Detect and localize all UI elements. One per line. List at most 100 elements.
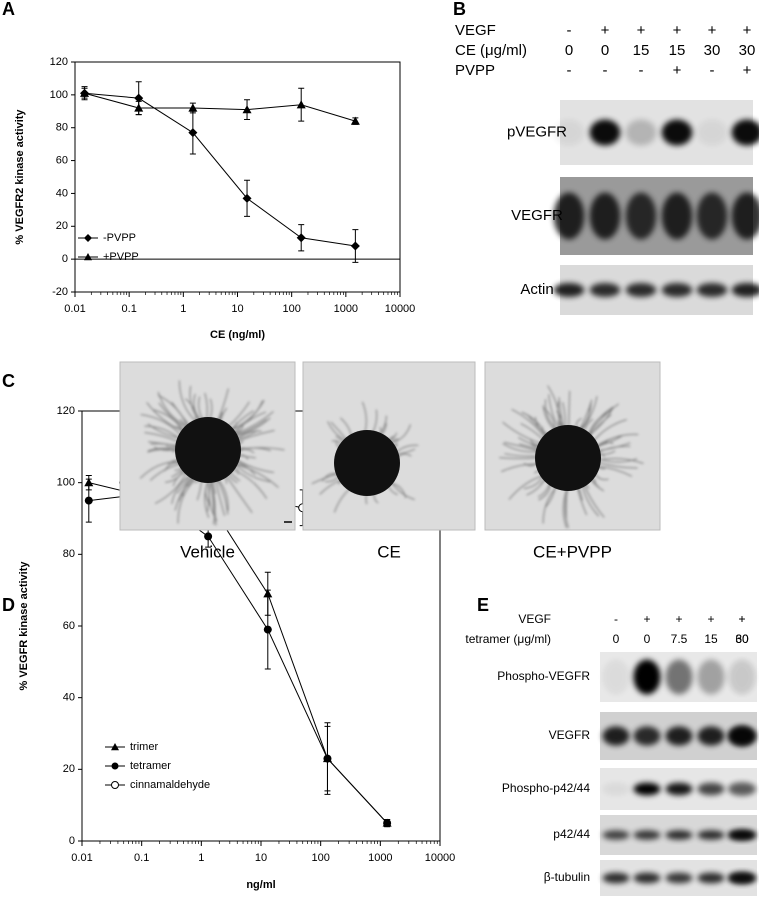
row-cell: 0: [565, 42, 573, 59]
marker: [350, 241, 360, 251]
row-cell: 0: [644, 632, 651, 646]
blot-band: [665, 830, 693, 840]
x-axis-label: ng/ml: [246, 879, 275, 891]
spheroid: [175, 417, 241, 483]
y-tick-label: 60: [63, 620, 75, 632]
row-cell: 60: [735, 632, 749, 646]
blot-band: [633, 830, 661, 840]
row-cell: 7.5: [671, 632, 688, 646]
sprout: [588, 403, 619, 437]
sprout: [547, 385, 561, 430]
blot-band: [696, 192, 728, 240]
y-tick-label: 60: [56, 154, 68, 166]
row-cell: 15: [633, 42, 650, 59]
x-tick-label: 1000: [334, 303, 358, 315]
x-tick-label: 100: [311, 852, 329, 864]
blot-band: [602, 872, 630, 884]
row-cell: +: [673, 62, 682, 79]
blot-band: [633, 872, 661, 884]
blot-band: [696, 119, 728, 146]
marker: [80, 88, 90, 97]
x-tick-label: 1: [198, 852, 204, 864]
sprout: [224, 474, 253, 513]
series-line: [88, 492, 388, 824]
blot-band: [625, 192, 657, 240]
sprout: [502, 443, 539, 453]
blot-band: [602, 830, 630, 840]
blot-band: [661, 192, 693, 240]
legend-marker: [111, 762, 119, 770]
panel-letter: D: [2, 595, 15, 615]
marker: [350, 116, 360, 125]
image-caption: CE: [377, 542, 401, 561]
legend-marker: [84, 253, 92, 261]
sprout: [216, 478, 229, 515]
blot-band: [602, 782, 630, 796]
x-tick-label: 0.1: [134, 852, 149, 864]
panel-letter: C: [2, 371, 15, 391]
sprout: [502, 421, 542, 445]
sprout: [233, 411, 274, 436]
row-cell: 0: [601, 42, 609, 59]
band-label: Phospho-VEGFR: [497, 669, 590, 683]
sprout: [597, 458, 644, 464]
sprout: [596, 465, 633, 477]
image-caption: Vehicle: [180, 542, 235, 561]
sprout: [234, 463, 271, 483]
blot-band: [633, 782, 661, 796]
marker: [84, 496, 93, 505]
y-tick-label: 20: [63, 763, 75, 775]
sprout: [140, 413, 182, 437]
y-tick-label: 40: [63, 692, 75, 704]
row-label: PVPP: [455, 62, 495, 79]
x-tick-label: 0.01: [64, 303, 85, 315]
sprout: [562, 487, 568, 529]
y-tick-label: 80: [63, 548, 75, 560]
row-cell: 30: [704, 42, 721, 59]
sprout: [177, 477, 197, 524]
x-tick-label: 10000: [425, 852, 456, 864]
sprout: [236, 429, 275, 442]
x-tick-label: 1000: [368, 852, 392, 864]
panel-letter: B: [453, 0, 466, 19]
blot-band: [697, 659, 725, 695]
legend-label: cinnamaldehyde: [130, 779, 210, 791]
blot-band: [731, 192, 759, 240]
row-cell: +: [637, 22, 646, 39]
sprout: [499, 457, 539, 459]
row-label: VEGF: [518, 612, 551, 626]
band-label: VEGFR: [549, 728, 591, 742]
blot-band: [661, 119, 693, 146]
row-cell: +: [738, 612, 745, 626]
marker: [188, 103, 198, 112]
series-line: [84, 92, 356, 247]
y-tick-label: 0: [62, 253, 68, 265]
x-tick-label: 0.1: [122, 303, 137, 315]
x-tick-label: 100: [282, 303, 300, 315]
blot-band: [665, 726, 693, 746]
image-caption: CE+PVPP: [533, 542, 612, 561]
legend-label: trimer: [130, 741, 158, 753]
sprout: [234, 463, 279, 488]
row-cell: -: [567, 62, 572, 79]
blot-band: [625, 119, 657, 146]
y-tick-label: 40: [56, 187, 68, 199]
legend-label: +PVPP: [103, 251, 139, 263]
x-tick-label: 1: [180, 303, 186, 315]
blot-band: [697, 872, 725, 884]
sprout: [208, 479, 218, 522]
sprout: [154, 471, 188, 505]
spheroid: [535, 425, 601, 491]
row-cell: -: [614, 612, 618, 626]
marker: [134, 103, 144, 112]
blot-band: [589, 119, 621, 146]
row-cell: +: [743, 62, 752, 79]
y-tick-label: 100: [50, 89, 68, 101]
sprout: [501, 463, 539, 473]
blot-band: [633, 726, 661, 746]
marker: [134, 93, 144, 103]
legend-marker: [111, 743, 119, 751]
series-line: [88, 482, 388, 824]
series-line: [84, 92, 356, 122]
band-label: VEGFR: [511, 207, 563, 224]
